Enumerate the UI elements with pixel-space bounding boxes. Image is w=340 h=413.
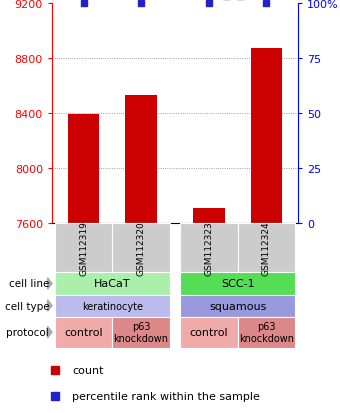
- Text: control: control: [190, 328, 228, 337]
- Text: GSM112320: GSM112320: [137, 221, 146, 275]
- Bar: [112, 317, 170, 348]
- Text: SCC-1: SCC-1: [221, 279, 254, 289]
- Text: squamous: squamous: [209, 301, 266, 311]
- Bar: [55, 295, 170, 317]
- Text: GSM112323: GSM112323: [204, 221, 214, 275]
- Bar: [238, 317, 295, 348]
- Polygon shape: [48, 278, 52, 290]
- Bar: [238, 223, 295, 273]
- Text: cell line: cell line: [9, 279, 49, 289]
- Bar: [112, 223, 170, 273]
- Bar: [193, 209, 225, 223]
- Bar: [180, 295, 295, 317]
- Bar: [55, 317, 112, 348]
- Bar: [251, 49, 282, 223]
- Text: protocol: protocol: [6, 328, 49, 337]
- Polygon shape: [48, 327, 52, 338]
- Bar: [55, 223, 112, 273]
- Text: cell type: cell type: [4, 301, 49, 311]
- Bar: [180, 273, 295, 295]
- Text: percentile rank within the sample: percentile rank within the sample: [72, 391, 260, 401]
- Text: control: control: [64, 328, 103, 337]
- Text: HaCaT: HaCaT: [94, 279, 131, 289]
- Text: count: count: [72, 365, 104, 375]
- Text: GSM112324: GSM112324: [262, 221, 271, 275]
- Polygon shape: [48, 300, 52, 311]
- Text: p63
knockdown: p63 knockdown: [239, 322, 294, 343]
- Text: GSM112319: GSM112319: [79, 221, 88, 275]
- Text: keratinocyte: keratinocyte: [82, 301, 143, 311]
- Bar: [180, 317, 238, 348]
- Text: p63
knockdown: p63 knockdown: [114, 322, 169, 343]
- Bar: [55, 273, 170, 295]
- Bar: [180, 223, 238, 273]
- Bar: [125, 96, 157, 223]
- Bar: [68, 115, 99, 223]
